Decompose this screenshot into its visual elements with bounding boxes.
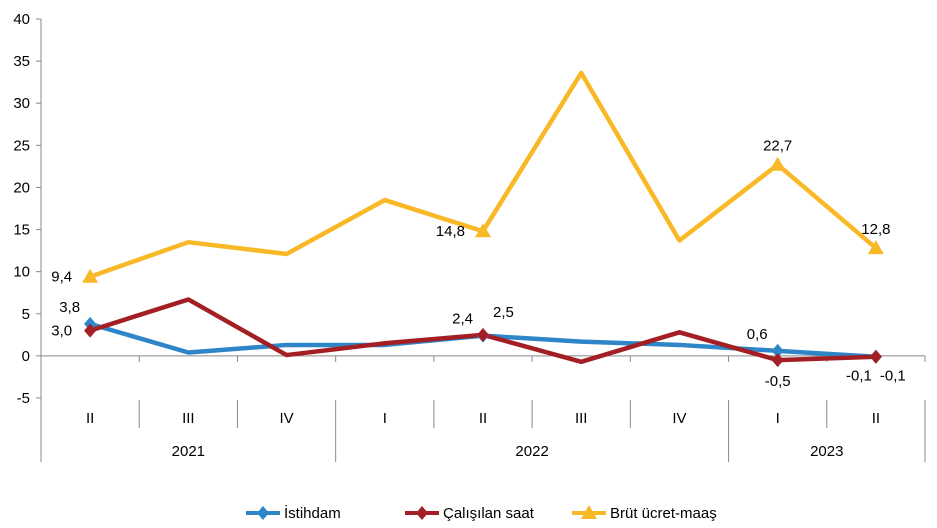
category-label: I — [383, 410, 387, 427]
y-tick-label: 30 — [13, 95, 30, 112]
legend-marker — [416, 506, 428, 520]
data-marker — [84, 323, 97, 338]
data-marker — [477, 327, 489, 342]
data-label: 0,6 — [747, 326, 768, 343]
data-marker — [771, 353, 784, 368]
y-tick-label: 5 — [22, 306, 30, 323]
legend-marker — [257, 506, 269, 520]
data-marker — [869, 349, 882, 364]
data-label: 2,5 — [493, 304, 514, 321]
data-label: 12,8 — [861, 221, 890, 238]
data-label: 2,4 — [452, 311, 473, 328]
category-label: II — [86, 410, 94, 427]
data-marker — [475, 223, 491, 238]
year-label: 2022 — [515, 443, 548, 460]
series-line-2 — [89, 70, 878, 279]
data-label: 14,8 — [436, 223, 465, 240]
category-label: II — [872, 410, 880, 427]
data-label: 3,0 — [51, 323, 72, 340]
data-marker — [771, 343, 784, 358]
data-label: -0,1 — [846, 368, 872, 385]
data-label: 22,7 — [763, 138, 792, 155]
category-label: III — [575, 410, 588, 427]
legend-marker — [581, 505, 597, 519]
data-label: 9,4 — [51, 269, 72, 286]
category-label: IV — [672, 410, 686, 427]
legend-label: Çalışılan saat — [443, 505, 535, 522]
y-tick-label: 35 — [13, 53, 30, 70]
y-tick-label: 0 — [22, 348, 30, 365]
legend-label: İstihdam — [284, 504, 341, 522]
data-marker — [82, 268, 99, 283]
category-label: I — [776, 410, 780, 427]
data-marker — [867, 240, 884, 255]
y-tick-label: -5 — [17, 390, 30, 407]
data-label: -0,5 — [765, 373, 791, 390]
category-label: III — [182, 410, 195, 427]
data-label: -0,1 — [880, 368, 906, 385]
y-tick-label: 20 — [13, 179, 30, 196]
y-tick-label: 25 — [13, 137, 30, 154]
y-tick-label: 40 — [13, 11, 30, 28]
category-label: IV — [279, 410, 293, 427]
data-label: 3,8 — [59, 299, 80, 316]
y-tick-label: 10 — [13, 264, 30, 281]
legend-label: Brüt ücret-maaş — [610, 505, 717, 522]
year-label: 2023 — [810, 443, 843, 460]
data-marker — [769, 156, 786, 171]
category-label: II — [479, 410, 487, 427]
y-tick-label: 15 — [13, 222, 30, 239]
year-label: 2021 — [172, 443, 205, 460]
